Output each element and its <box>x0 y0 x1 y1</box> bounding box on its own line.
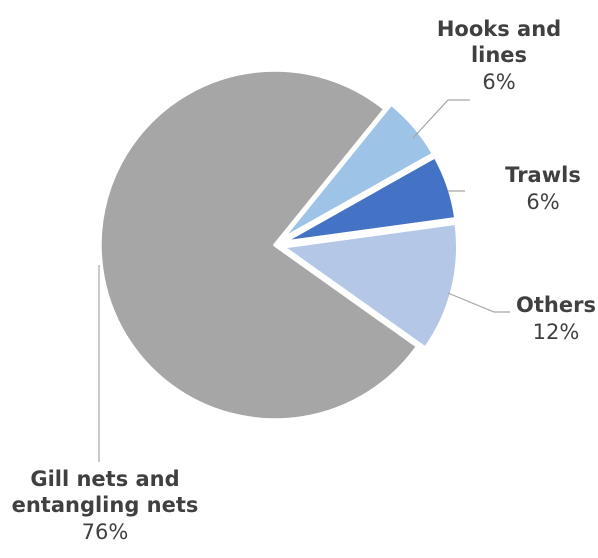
data-label-category: entangling nets <box>12 493 199 517</box>
data-labels: Hooks and lines 6% Trawls 6% Others 12% Gill ne… <box>12 17 596 544</box>
leader-lines <box>98 99 510 462</box>
pie-slices <box>98 68 460 422</box>
pie-slice-trawls <box>280 154 458 245</box>
data-label-gill-nets-and-entangling-nets: Gill nets and entangling nets 76% <box>12 467 199 544</box>
data-label-category: lines <box>471 43 527 67</box>
leader-line-hooks-and-lines <box>412 99 470 139</box>
data-label-category: Hooks and <box>437 17 561 41</box>
data-label-category: Trawls <box>505 163 581 187</box>
data-label-value: 12% <box>533 320 580 344</box>
data-label-hooks-and-lines: Hooks and lines 6% <box>437 17 561 94</box>
pie-slice-gill-nets-and-entangling-nets <box>98 68 420 422</box>
data-label-category: Gill nets and <box>30 467 179 491</box>
data-label-value: 6% <box>526 190 559 214</box>
data-label-others: Others 12% <box>516 293 596 344</box>
data-label-value: 76% <box>82 520 129 544</box>
data-label-category: Others <box>516 293 596 317</box>
pie-slice-hooks-and-lines <box>279 102 436 242</box>
data-label-trawls: Trawls 6% <box>505 163 581 214</box>
data-label-value: 6% <box>482 70 515 94</box>
pie-slice-others <box>281 221 460 351</box>
leader-line-others <box>447 292 510 313</box>
